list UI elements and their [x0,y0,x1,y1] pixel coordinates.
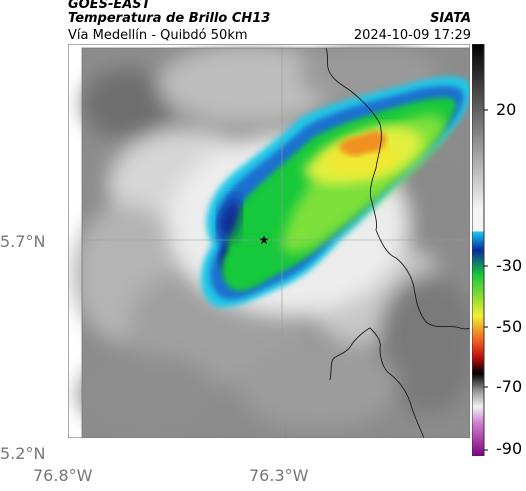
map-frame [81,47,470,438]
product-title: Temperatura de Brillo CH13 [68,11,271,26]
lon-tick-76-8: 76.8°W [33,466,93,485]
lon-tick-76-3: 76.3°W [249,466,309,485]
satellite-title: GOES-EAST [68,0,151,12]
border-line [325,47,470,438]
org-label: SIATA [430,11,471,26]
colorbar-tick-20: 20 [496,100,517,119]
timestamp-label: 2024-10-09 17:29 [353,28,471,43]
colorbar-tick-minus90: -90 [496,439,523,458]
colorbar-tick-minus30: -30 [496,256,523,275]
route-subtitle: Vía Medellín - Quibdó 50km [68,28,248,43]
lat-tick-5-7: 5.7°N [0,232,46,251]
lat-tick-5-2: 5.2°N [0,444,46,463]
star-icon: ★ [259,233,270,247]
colorbar-tick-minus70: -70 [496,377,523,396]
colorbar-tick-minus50: -50 [496,317,523,336]
convective-cloud [201,76,470,308]
colorbar [472,44,488,456]
satellite-map: ★ [68,44,470,438]
grid-lines [82,48,470,438]
